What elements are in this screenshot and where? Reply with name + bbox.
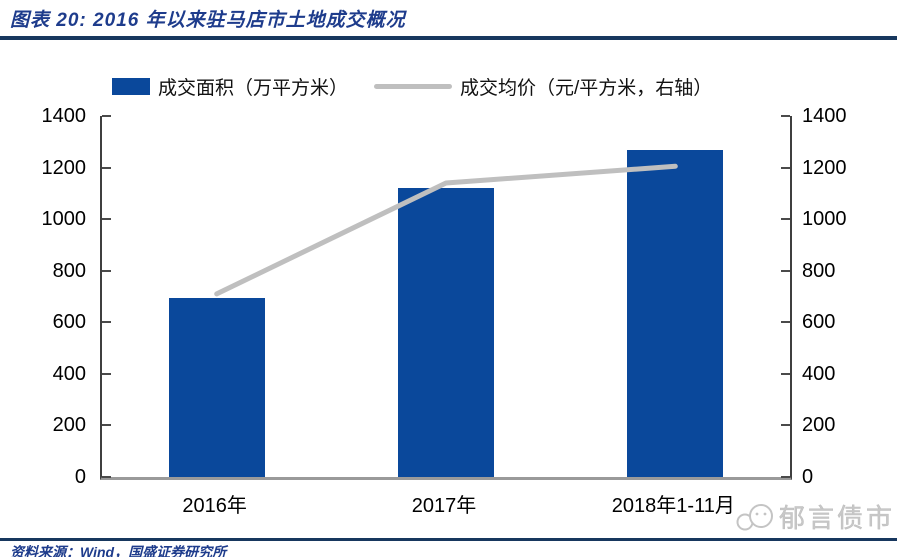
left-axis-tick bbox=[102, 218, 111, 221]
left-axis-tick bbox=[102, 269, 111, 272]
right-axis-tick-label: 1000 bbox=[802, 208, 847, 231]
right-axis-tick bbox=[781, 166, 790, 169]
price-line-layer bbox=[214, 163, 678, 297]
right-axis-tick bbox=[781, 269, 790, 272]
left-axis-tick bbox=[102, 166, 111, 169]
right-axis-tick-label: 400 bbox=[802, 362, 836, 385]
left-axis-labels: 0 200 400 600 800 1000 1200 1400 bbox=[0, 105, 92, 488]
legend-item-bar: 成交面积（万平方米） bbox=[112, 73, 348, 100]
right-axis-tick-label: 1400 bbox=[802, 105, 847, 127]
bar-2016年 bbox=[168, 297, 265, 477]
line-swatch bbox=[374, 83, 453, 89]
right-axis-tick-label: 800 bbox=[802, 259, 836, 282]
left-axis-tick-label: 1400 bbox=[41, 105, 87, 127]
bar-swatch bbox=[112, 77, 150, 95]
left-axis-tick bbox=[102, 321, 111, 324]
x-axis-label-2016年: 2016年 bbox=[182, 495, 247, 517]
legend-label: 成交面积（万平方米） bbox=[158, 77, 349, 99]
right-axis-tick-label: 0 bbox=[802, 466, 814, 488]
right-axis-tick bbox=[781, 218, 790, 221]
left-axis-tick bbox=[102, 372, 111, 375]
source-note: 资料来源：Wind，国盛证券研究所 bbox=[10, 544, 227, 557]
right-axis-tick bbox=[781, 476, 790, 478]
watermark-text: 郁言债市 bbox=[778, 503, 895, 534]
footer-divider bbox=[0, 538, 897, 541]
watermark: 郁言债市 bbox=[735, 498, 895, 535]
left-axis-tick-label: 400 bbox=[52, 362, 86, 385]
right-axis-tick bbox=[781, 115, 790, 117]
left-axis-tick bbox=[102, 476, 111, 478]
left-axis-tick-label: 200 bbox=[52, 414, 86, 437]
right-axis-tick bbox=[781, 424, 790, 427]
chat-face-icon bbox=[736, 503, 773, 530]
bar-2018年1-11月 bbox=[627, 149, 724, 477]
bar-2017年 bbox=[398, 188, 494, 477]
price-line bbox=[214, 163, 678, 297]
plot-area bbox=[100, 115, 792, 480]
right-axis-tick bbox=[781, 321, 790, 324]
right-axis-tick-label: 600 bbox=[802, 311, 836, 334]
legend-item-line: 成交均价（元/平方米，右轴） bbox=[374, 73, 712, 100]
right-axis-tick-label: 1200 bbox=[802, 156, 847, 179]
left-axis-tick bbox=[102, 424, 111, 427]
right-axis-labels: 0 200 400 600 800 1000 1200 1400 bbox=[800, 105, 890, 488]
x-axis-label-2018年1-11月: 2018年1-11月 bbox=[611, 495, 735, 517]
left-axis-tick-label: 0 bbox=[74, 466, 86, 488]
left-axis-tick-label: 600 bbox=[52, 311, 86, 334]
left-axis-tick bbox=[102, 115, 111, 117]
legend-label: 成交均价（元/平方米，右轴） bbox=[460, 77, 713, 99]
title-divider bbox=[0, 36, 897, 40]
x-axis-label-2017年: 2017年 bbox=[411, 495, 477, 517]
left-axis-tick-label: 800 bbox=[52, 259, 86, 282]
right-axis-tick bbox=[781, 372, 790, 375]
chart-legend: 成交面积（万平方米） 成交均价（元/平方米，右轴） bbox=[112, 70, 712, 102]
figure-title: 图表 20: 2016 年以来驻马店市土地成交概况 bbox=[10, 10, 406, 31]
left-axis-tick-label: 1200 bbox=[41, 156, 87, 179]
left-axis-tick-label: 1000 bbox=[41, 208, 87, 231]
right-axis-tick-label: 200 bbox=[802, 414, 836, 437]
